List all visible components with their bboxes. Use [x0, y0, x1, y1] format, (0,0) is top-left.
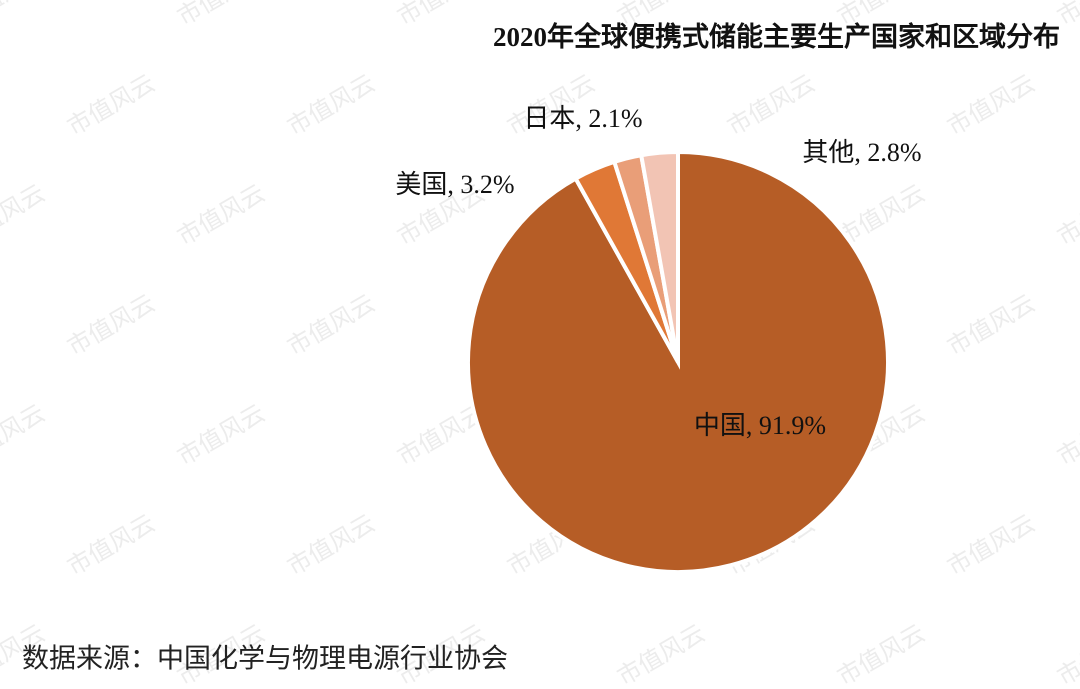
chart-title: 2020年全球便携式储能主要生产国家和区域分布	[493, 21, 1060, 52]
watermark: 市值风云	[63, 69, 160, 141]
watermark: 市值风云	[613, 619, 710, 689]
watermark: 市值风云	[283, 69, 380, 141]
watermark: 市值风云	[173, 0, 270, 31]
data-label: 美国, 3.2%	[395, 170, 514, 199]
pie: 中国, 91.9% 美国, 3.2% 日本, 2.1% 其他, 2.8%	[395, 104, 922, 574]
watermark: 市值风云	[1053, 399, 1080, 471]
watermark: 市值风云	[0, 179, 50, 251]
watermark: 市值风云	[943, 69, 1040, 141]
watermark: 市值风云	[1053, 619, 1080, 689]
watermark: 市值风云	[943, 289, 1040, 361]
watermark: 市值风云	[723, 69, 820, 141]
watermark: 市值风云	[1053, 179, 1080, 251]
watermark: 市值风云	[173, 399, 270, 471]
watermark: 市值风云	[0, 399, 50, 471]
watermark: 市值风云	[283, 509, 380, 581]
watermark: 市值风云	[0, 0, 50, 31]
data-label: 其他, 2.8%	[802, 138, 921, 167]
watermark: 市值风云	[173, 179, 270, 251]
data-label: 日本, 2.1%	[523, 104, 642, 133]
watermark: 市值风云	[943, 509, 1040, 581]
data-label: 中国, 91.9%	[694, 411, 826, 440]
watermark: 市值风云	[63, 289, 160, 361]
watermark: 市值风云	[283, 289, 380, 361]
source: 数据来源：中国化学与物理电源行业协会	[22, 644, 508, 675]
pie-slice	[638, 149, 680, 363]
watermark: 市值风云	[63, 509, 160, 581]
watermark: 市值风云	[833, 619, 930, 689]
watermark: 市值风云	[393, 0, 490, 31]
